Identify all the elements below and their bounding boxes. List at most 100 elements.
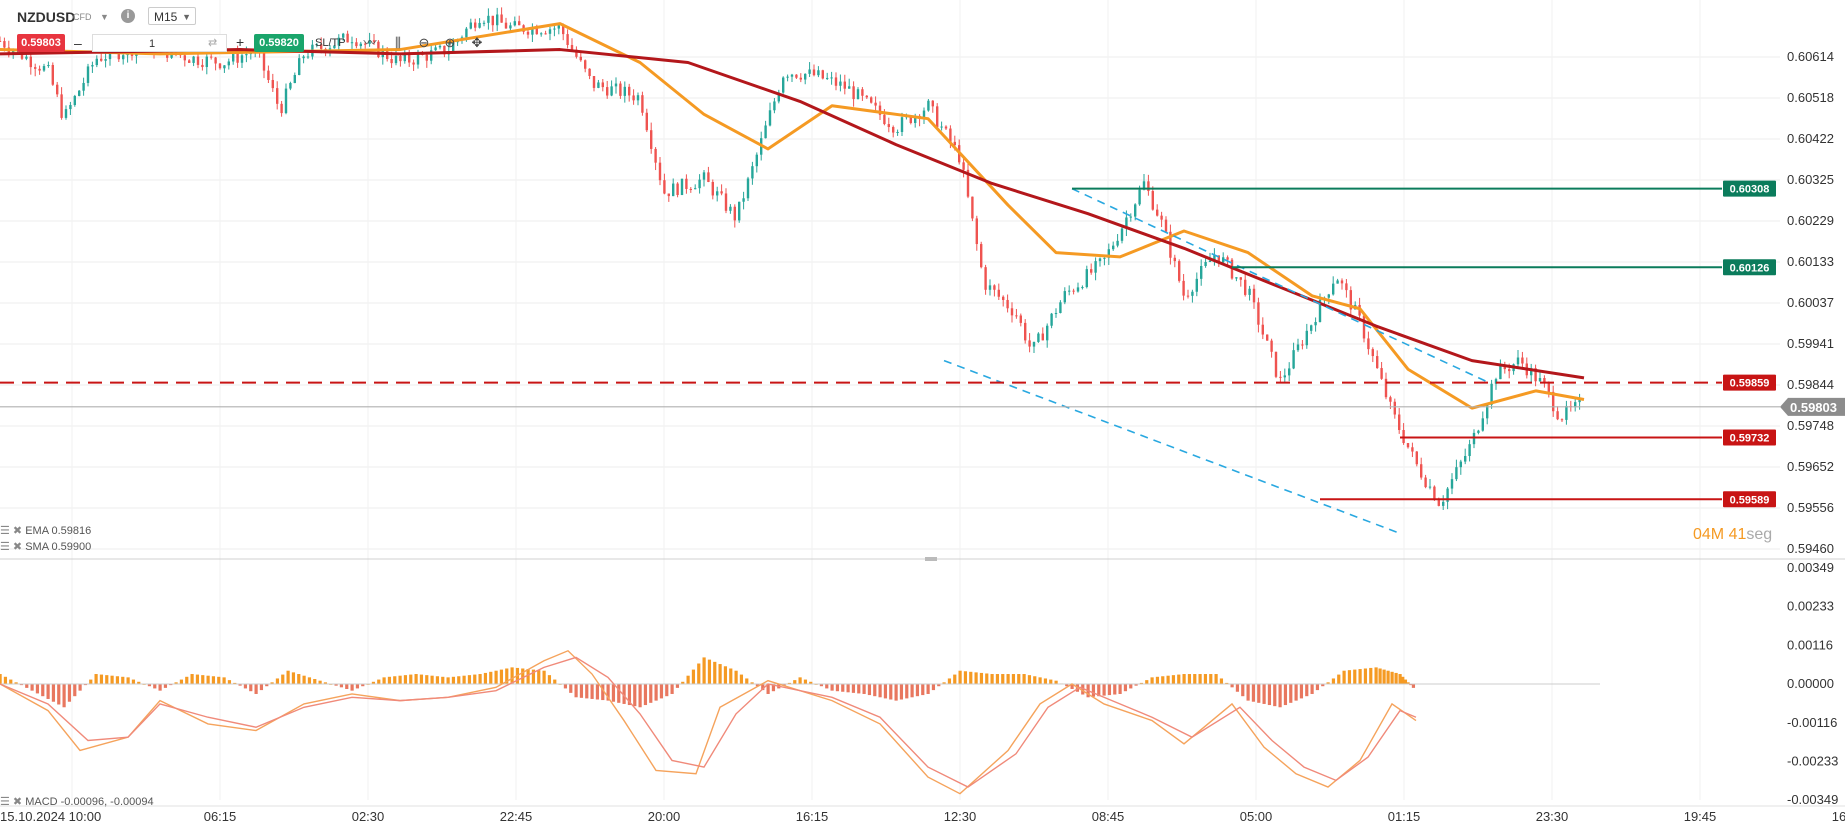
candle bbox=[544, 30, 547, 35]
macd-legend[interactable]: ☰ ✖ MACD -0.00096, -0.00094 bbox=[0, 795, 154, 808]
candle bbox=[364, 41, 367, 49]
macd-histogram-bar bbox=[78, 684, 82, 691]
macd-histogram-bar bbox=[686, 675, 690, 684]
candle-body bbox=[1490, 383, 1493, 405]
candle bbox=[412, 59, 415, 71]
candle-body bbox=[592, 76, 596, 88]
candle bbox=[786, 74, 789, 82]
candle-body bbox=[584, 60, 587, 69]
quantity-input[interactable]: 1 bbox=[92, 34, 227, 52]
candle bbox=[716, 186, 719, 202]
candle-body bbox=[51, 65, 54, 85]
buy-button[interactable]: 0.59820 bbox=[254, 34, 304, 52]
macd-histogram-bar bbox=[1230, 684, 1234, 688]
candle-body bbox=[1310, 325, 1313, 331]
increase-quantity-button[interactable]: + bbox=[236, 34, 245, 50]
macd-histogram-bar bbox=[905, 684, 909, 699]
candle-body bbox=[570, 44, 574, 50]
candle bbox=[1006, 294, 1009, 313]
macd-histogram-bar bbox=[883, 684, 888, 699]
candle bbox=[1024, 319, 1027, 344]
candle-body bbox=[205, 56, 208, 68]
candle-body bbox=[1103, 257, 1106, 259]
chevron-down-icon[interactable]: ▼ bbox=[100, 12, 109, 22]
candle-body bbox=[927, 100, 930, 111]
macd-histogram-bar bbox=[1411, 684, 1416, 688]
candle-body bbox=[491, 15, 494, 26]
macd-histogram-bar bbox=[947, 678, 952, 684]
candle bbox=[1107, 243, 1110, 265]
candle-body bbox=[34, 67, 37, 69]
line-chart-icon[interactable]: 〰 bbox=[363, 35, 377, 50]
ema-legend[interactable]: ☰ ✖ EMA 0.59816 bbox=[0, 524, 91, 537]
candle-body bbox=[1002, 296, 1005, 300]
price-tick-label: 0.60325 bbox=[1787, 172, 1834, 187]
macd-histogram-bar bbox=[1187, 674, 1192, 684]
macd-histogram-bar bbox=[1065, 684, 1069, 687]
settings-icon[interactable]: ☰ ✖ bbox=[0, 796, 23, 808]
macd-histogram-bar bbox=[979, 672, 984, 684]
candle bbox=[804, 73, 807, 85]
settings-icon[interactable]: ☰ ✖ bbox=[0, 525, 23, 537]
candle-body bbox=[1010, 308, 1014, 316]
macd-histogram-bar bbox=[254, 684, 258, 694]
macd-histogram-bar bbox=[1406, 682, 1410, 684]
candle-body bbox=[1182, 280, 1185, 296]
macd-histogram-bar bbox=[1001, 674, 1005, 684]
candle-body bbox=[962, 162, 965, 170]
candle bbox=[1116, 234, 1119, 248]
macd-histogram-bar bbox=[1198, 674, 1202, 684]
candle-body bbox=[1292, 350, 1295, 369]
timeframe-select[interactable]: M15 ▼ bbox=[148, 7, 196, 25]
candle-body bbox=[1094, 261, 1097, 273]
candle-body bbox=[500, 14, 503, 23]
candle bbox=[1191, 289, 1194, 303]
symbol-label[interactable]: NZDUSD bbox=[17, 9, 76, 25]
candle bbox=[1296, 338, 1300, 352]
macd-histogram-bar bbox=[867, 684, 872, 696]
zoom-out-icon[interactable]: ⊖ bbox=[418, 35, 430, 50]
zoom-in-icon[interactable]: ⊕ bbox=[444, 35, 456, 50]
macd-histogram-bar bbox=[499, 669, 504, 684]
sltp-button[interactable]: SL/TP bbox=[315, 37, 346, 49]
time-tick-label: 23:30 bbox=[1536, 809, 1569, 824]
candle bbox=[777, 89, 780, 104]
macd-histogram-bar bbox=[355, 684, 360, 689]
candle bbox=[1481, 411, 1484, 432]
candle-body bbox=[817, 70, 820, 76]
macd-histogram-bar bbox=[94, 674, 98, 684]
macd-histogram-bar bbox=[910, 684, 914, 698]
candle bbox=[821, 69, 824, 80]
candle bbox=[1398, 408, 1401, 434]
timer-minutes: 04 bbox=[1693, 526, 1711, 543]
macd-histogram-bar bbox=[1358, 669, 1362, 684]
candle bbox=[271, 73, 274, 93]
settings-icon[interactable]: ☰ ✖ bbox=[0, 541, 23, 553]
candle bbox=[751, 161, 754, 185]
candle bbox=[790, 73, 794, 83]
candle bbox=[636, 92, 640, 106]
macd-histogram-bar bbox=[1403, 679, 1408, 684]
move-icon[interactable]: ✥ bbox=[471, 35, 483, 50]
candle bbox=[614, 77, 618, 94]
candle bbox=[892, 125, 895, 138]
candle bbox=[399, 54, 402, 67]
macd-histogram-bar bbox=[1107, 684, 1112, 696]
macd-histogram-bar bbox=[1118, 684, 1122, 694]
macd-histogram-bar bbox=[302, 675, 306, 684]
sell-button[interactable]: 0.59803 bbox=[17, 34, 65, 52]
candle bbox=[592, 76, 596, 92]
macd-histogram-bar bbox=[67, 684, 72, 702]
sma-legend[interactable]: ☰ ✖ SMA 0.59900 bbox=[0, 540, 91, 553]
swap-icon[interactable]: ⇄ bbox=[208, 37, 218, 49]
time-tick-label: 05:00 bbox=[1240, 809, 1273, 824]
info-icon[interactable]: i bbox=[121, 9, 135, 23]
candles-icon[interactable]: ⫼ bbox=[395, 35, 401, 50]
candle bbox=[1164, 216, 1168, 233]
candle-body bbox=[557, 25, 560, 29]
candle-body bbox=[1120, 228, 1124, 241]
candle bbox=[201, 59, 204, 71]
candle bbox=[1244, 274, 1247, 297]
decrease-quantity-button[interactable]: – bbox=[74, 35, 82, 51]
